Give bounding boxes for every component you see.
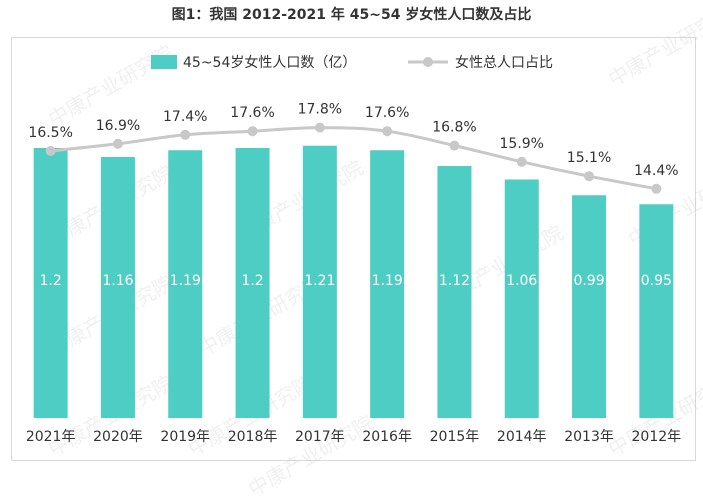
chart-title: 图1：我国 2012-2021 年 45~54 岁女性人口数及占比 [171,7,532,23]
bar-3 [235,148,270,418]
legend-bar-label: 45~54岁女性人口数（亿） [183,54,356,71]
bar-1 [100,157,135,418]
line-point-0 [45,146,56,156]
bar-value-label: 1.21 [304,273,335,289]
bar-value-label: 1.16 [102,273,133,289]
legend-line-marker [423,57,433,67]
x-tick-label: 2012年 [632,429,682,445]
line-value-label: 14.4% [634,163,678,179]
x-tick-label: 2013年 [564,429,614,445]
bar-value-label: 0.99 [573,273,604,289]
line-series: 16.5% 16.9% 17.4% 17.6% 17.8% 17.6% 16.8% 15.9%… [28,102,679,194]
bar-value-label: 1.19 [170,273,201,289]
bar-value-label: 1.2 [40,273,62,289]
x-tick-label: 2016年 [362,429,412,445]
bar-2 [168,150,203,418]
x-axis: 2021年 2020年 2019年 2018年 2017年 2016年 2015年 2014年… [26,429,681,445]
bar-9 [639,204,674,418]
legend-line-label: 女性总人口占比 [455,54,553,71]
chart-svg: 45~54岁女性人口数（亿） 女性总人口占比 1.2 1.16 1.19 1.2 1.2… [26,54,681,445]
line-point-2 [180,129,191,140]
line-value-label: 17.6% [365,105,409,121]
x-tick-label: 2015年 [430,429,480,445]
x-tick-label: 2019年 [160,429,210,445]
line-value-label: 17.4% [163,109,207,125]
bar-value-label: 1.19 [372,273,403,289]
line-point-5 [382,126,393,137]
bar-value-label: 0.95 [641,273,672,289]
line-point-8 [584,171,595,182]
bar-6 [437,166,472,418]
bar-value-label: 1.06 [506,273,537,289]
x-tick-label: 2018年 [228,429,278,445]
line-value-label: 16.8% [432,120,476,136]
bar-value-label: 1.2 [241,273,263,289]
bar-value-label: 1.12 [439,273,470,289]
line-point-3 [247,126,258,137]
line-value-label: 15.1% [567,150,611,166]
line-value-label: 16.9% [96,118,140,134]
x-tick-label: 2017年 [295,429,345,445]
bar-series: 1.2 1.16 1.19 1.2 1.21 1.19 1.12 1.06 0.99 0.95 [33,145,674,418]
chart-frame [11,37,696,461]
x-tick-label: 2021年 [26,429,76,445]
line-point-7 [516,156,527,167]
line-value-label: 17.6% [230,105,274,121]
bar-4 [302,145,337,418]
line-value-label: 15.9% [500,136,544,152]
line-point-4 [314,122,325,133]
line-path [50,126,657,191]
bar-7 [504,179,539,418]
line-value-label: 17.8% [298,102,342,118]
line-point-1 [112,138,123,149]
bar-8 [572,195,607,418]
x-tick-label: 2014年 [497,429,547,445]
legend: 45~54岁女性人口数（亿） 女性总人口占比 [151,54,553,71]
x-tick-label: 2020年 [93,429,143,445]
line-value-label: 16.5% [28,125,72,141]
bar-0 [33,148,68,418]
line-point-6 [449,140,460,151]
bar-5 [370,150,405,418]
legend-bar-swatch [151,55,177,69]
line-point-9 [651,183,662,194]
